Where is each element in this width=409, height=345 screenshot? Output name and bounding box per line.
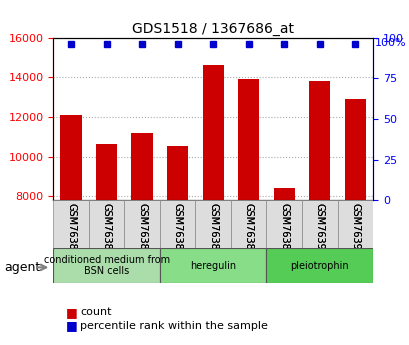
Bar — [238, 79, 259, 200]
Text: pleiotrophin: pleiotrophin — [290, 261, 348, 270]
Bar — [60, 115, 81, 200]
Text: GSM76390: GSM76390 — [314, 203, 324, 255]
Text: heregulin: heregulin — [190, 261, 236, 270]
FancyBboxPatch shape — [266, 200, 301, 248]
FancyBboxPatch shape — [301, 200, 337, 248]
Text: GSM76385: GSM76385 — [137, 203, 147, 256]
Text: count: count — [80, 307, 111, 317]
Text: GSM76384: GSM76384 — [101, 203, 111, 255]
Text: GSM76388: GSM76388 — [243, 203, 253, 255]
Text: GSM76390: GSM76390 — [314, 203, 324, 255]
Text: agent: agent — [4, 261, 40, 274]
Text: GSM76388: GSM76388 — [243, 203, 253, 255]
FancyBboxPatch shape — [337, 200, 372, 248]
Text: GSM76387: GSM76387 — [208, 203, 218, 256]
FancyBboxPatch shape — [230, 200, 266, 248]
Text: GSM76389: GSM76389 — [279, 203, 289, 255]
Text: GSM76386: GSM76386 — [172, 203, 182, 255]
Text: GSM76385: GSM76385 — [137, 203, 147, 256]
Text: GSM76389: GSM76389 — [279, 203, 289, 255]
Bar — [308, 81, 330, 200]
Bar — [131, 133, 153, 200]
FancyBboxPatch shape — [195, 200, 230, 248]
Bar — [166, 146, 188, 200]
Bar — [96, 144, 117, 200]
Text: GSM76383: GSM76383 — [66, 203, 76, 255]
Text: GSM76387: GSM76387 — [208, 203, 218, 256]
FancyBboxPatch shape — [160, 248, 266, 283]
Text: conditioned medium from
BSN cells: conditioned medium from BSN cells — [43, 255, 169, 276]
FancyBboxPatch shape — [89, 200, 124, 248]
Text: 100%: 100% — [374, 38, 406, 48]
Text: GSM76384: GSM76384 — [101, 203, 111, 255]
Text: ■: ■ — [65, 306, 77, 319]
Bar — [344, 99, 365, 200]
Title: GDS1518 / 1367686_at: GDS1518 / 1367686_at — [132, 21, 294, 36]
FancyBboxPatch shape — [266, 248, 372, 283]
Text: GSM76383: GSM76383 — [66, 203, 76, 255]
Text: GSM76391: GSM76391 — [349, 203, 360, 255]
Text: GSM76391: GSM76391 — [349, 203, 360, 255]
Text: ■: ■ — [65, 319, 77, 333]
Bar — [273, 188, 294, 200]
Text: GSM76386: GSM76386 — [172, 203, 182, 255]
Text: percentile rank within the sample: percentile rank within the sample — [80, 321, 267, 331]
FancyBboxPatch shape — [160, 200, 195, 248]
FancyBboxPatch shape — [124, 200, 160, 248]
Bar — [202, 65, 223, 200]
FancyBboxPatch shape — [53, 200, 89, 248]
FancyBboxPatch shape — [53, 248, 160, 283]
